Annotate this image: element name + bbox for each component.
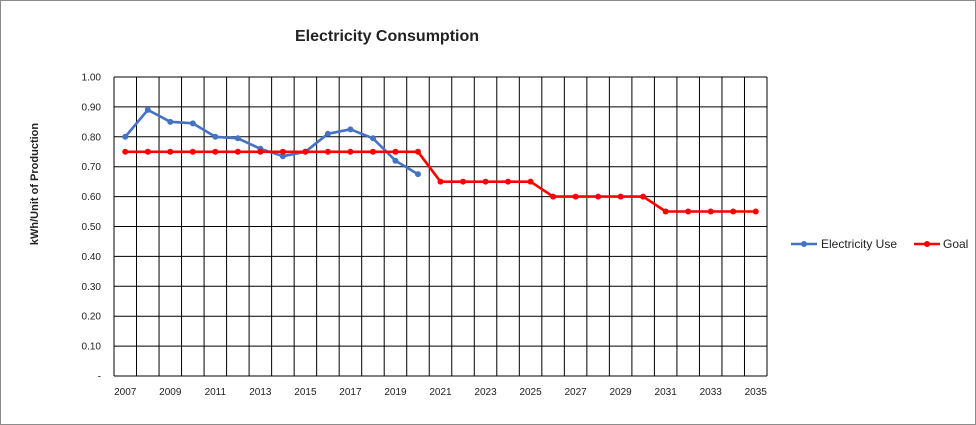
data-point xyxy=(707,208,714,215)
legend-label: Goal xyxy=(943,237,968,251)
legend-label: Electricity Use xyxy=(821,237,897,251)
data-point xyxy=(279,148,286,155)
series-layer xyxy=(122,106,759,215)
y-tick-label: 0.10 xyxy=(82,342,102,353)
x-tick-label: 2015 xyxy=(294,387,317,398)
data-point xyxy=(234,135,241,142)
data-point xyxy=(752,208,759,215)
data-point xyxy=(369,135,376,142)
x-axis-ticks: 2007 2009 2011 2013 2015 2017 2019 2021 2023 2025… xyxy=(114,387,767,398)
data-point xyxy=(189,120,196,127)
x-tick-label: 2025 xyxy=(519,387,542,398)
chart-title: Electricity Consumption xyxy=(295,28,479,45)
y-tick-label: 0.60 xyxy=(82,192,102,203)
legend-swatch-marker xyxy=(924,241,930,247)
data-point xyxy=(685,208,692,215)
y-tick-label: 0.20 xyxy=(82,312,102,323)
y-tick-label: 0.40 xyxy=(82,252,102,263)
data-point xyxy=(122,133,129,140)
data-point xyxy=(212,133,219,140)
x-tick-label: 2011 xyxy=(205,387,227,398)
x-tick-label: 2013 xyxy=(249,387,272,398)
data-point xyxy=(482,178,489,185)
y-tick-label: 0.30 xyxy=(82,282,102,293)
data-point xyxy=(505,178,512,185)
data-point xyxy=(460,178,467,185)
y-tick-label: - xyxy=(98,372,101,383)
x-tick-label: 2033 xyxy=(700,387,723,398)
data-point xyxy=(730,208,737,215)
data-point xyxy=(144,106,151,113)
data-point xyxy=(122,148,129,155)
data-point xyxy=(324,130,331,137)
data-point xyxy=(189,148,196,155)
legend-item: Electricity Use xyxy=(791,237,897,251)
x-tick-label: 2017 xyxy=(339,387,362,398)
y-tick-label: 0.80 xyxy=(82,132,102,143)
data-point xyxy=(167,118,174,125)
data-point xyxy=(234,148,241,155)
data-point xyxy=(212,148,219,155)
data-point xyxy=(527,178,534,185)
legend-item: Goal xyxy=(914,237,968,251)
x-tick-label: 2009 xyxy=(159,387,182,398)
y-axis-ticks: - 0.10 0.20 0.30 0.40 0.50 0.60 0.70 0.80 0.90 1.0… xyxy=(82,73,102,383)
data-point xyxy=(572,193,579,200)
data-point xyxy=(369,148,376,155)
series-goal xyxy=(122,148,759,215)
data-point xyxy=(257,148,264,155)
data-point xyxy=(662,208,669,215)
data-point xyxy=(302,148,309,155)
x-tick-label: 2023 xyxy=(474,387,497,398)
x-tick-label: 2031 xyxy=(655,387,678,398)
data-point xyxy=(347,126,354,133)
x-tick-label: 2007 xyxy=(114,387,137,398)
data-point xyxy=(392,148,399,155)
x-tick-label: 2035 xyxy=(745,387,768,398)
data-point xyxy=(437,178,444,185)
y-tick-label: 0.70 xyxy=(82,162,102,173)
data-point xyxy=(347,148,354,155)
data-point xyxy=(144,148,151,155)
data-point xyxy=(392,157,399,164)
y-tick-label: 0.50 xyxy=(82,222,102,233)
data-point xyxy=(595,193,602,200)
y-axis-label: kWh/Unit of Production xyxy=(29,123,41,245)
data-point xyxy=(324,148,331,155)
data-point xyxy=(414,148,421,155)
x-tick-label: 2027 xyxy=(564,387,587,398)
x-tick-label: 2029 xyxy=(610,387,633,398)
y-tick-label: 0.90 xyxy=(82,102,102,113)
x-tick-label: 2021 xyxy=(429,387,452,398)
data-point xyxy=(414,171,421,178)
legend: Electricity Use Goal xyxy=(791,237,968,251)
data-point xyxy=(617,193,624,200)
y-tick-label: 1.00 xyxy=(82,73,102,84)
data-point xyxy=(640,193,647,200)
x-tick-label: 2019 xyxy=(384,387,407,398)
data-point xyxy=(550,193,557,200)
plot-grid xyxy=(113,76,768,377)
legend-swatch-marker xyxy=(801,241,807,247)
data-point xyxy=(279,153,286,160)
data-point xyxy=(167,148,174,155)
